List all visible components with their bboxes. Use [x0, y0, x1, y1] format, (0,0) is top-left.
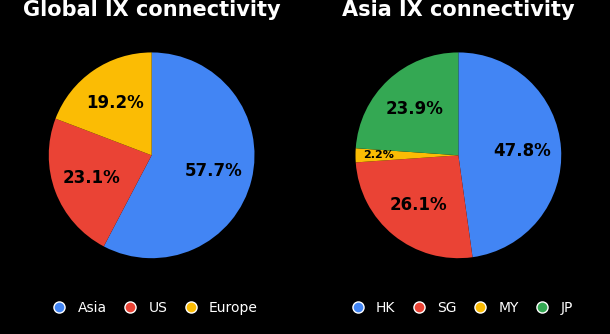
Wedge shape	[356, 155, 473, 258]
Text: 23.9%: 23.9%	[386, 100, 444, 118]
Text: 23.1%: 23.1%	[63, 169, 121, 187]
Title: Global IX connectivity: Global IX connectivity	[23, 0, 281, 20]
Title: Asia IX connectivity: Asia IX connectivity	[342, 0, 575, 20]
Wedge shape	[458, 52, 561, 257]
Legend: HK, SG, MY, JP: HK, SG, MY, JP	[342, 299, 575, 318]
Wedge shape	[49, 119, 152, 246]
Wedge shape	[104, 52, 254, 258]
Text: 26.1%: 26.1%	[389, 196, 447, 214]
Wedge shape	[356, 148, 458, 162]
Wedge shape	[56, 52, 152, 155]
Text: 47.8%: 47.8%	[493, 142, 551, 160]
Text: 2.2%: 2.2%	[363, 150, 393, 160]
Text: 19.2%: 19.2%	[87, 94, 145, 112]
Wedge shape	[356, 52, 458, 155]
Legend: Asia, US, Europe: Asia, US, Europe	[43, 299, 260, 318]
Text: 57.7%: 57.7%	[185, 162, 242, 180]
